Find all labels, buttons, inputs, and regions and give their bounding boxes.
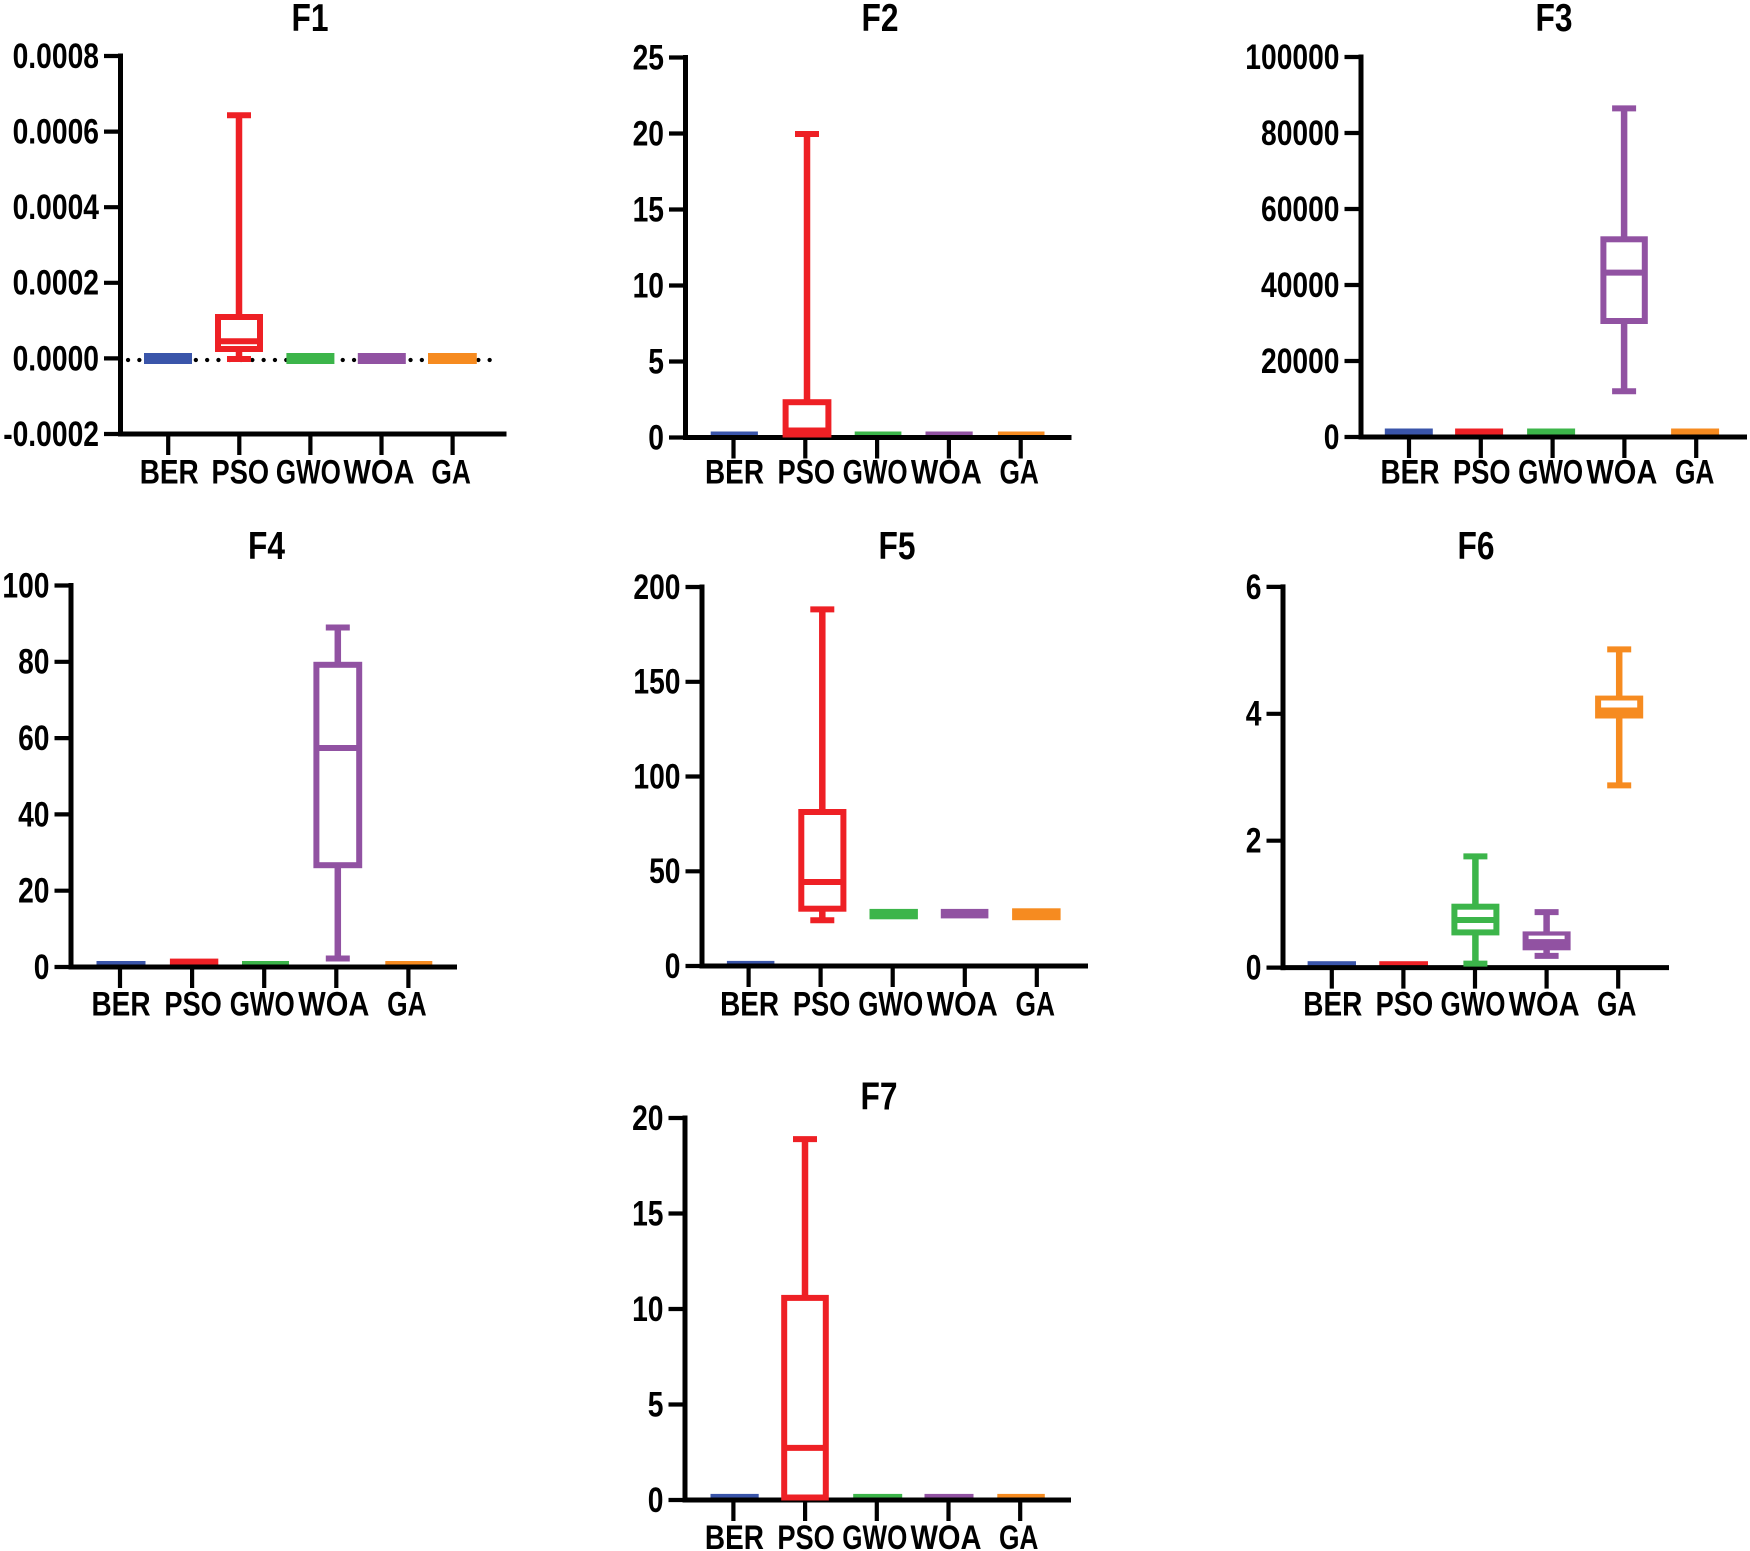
- svg-text:0.0000: 0.0000: [13, 339, 99, 378]
- svg-text:WOA: WOA: [1586, 454, 1657, 492]
- svg-text:GA: GA: [1675, 454, 1715, 492]
- svg-text:F3: F3: [1536, 0, 1573, 40]
- svg-text:60000: 60000: [1261, 190, 1340, 229]
- svg-text:BER: BER: [1303, 986, 1362, 1024]
- svg-text:25: 25: [633, 38, 664, 77]
- svg-text:BER: BER: [92, 986, 151, 1024]
- svg-text:PSO: PSO: [1453, 454, 1511, 492]
- svg-text:PSO: PSO: [212, 454, 270, 492]
- svg-text:PSO: PSO: [778, 454, 836, 492]
- svg-text:GA: GA: [1597, 986, 1637, 1024]
- svg-text:GWO: GWO: [842, 1519, 907, 1551]
- svg-text:0: 0: [1246, 949, 1262, 988]
- svg-text:GA: GA: [387, 986, 427, 1024]
- svg-text:PSO: PSO: [777, 1519, 835, 1551]
- svg-text:GWO: GWO: [276, 454, 341, 492]
- svg-text:150: 150: [633, 663, 680, 702]
- svg-text:20: 20: [18, 872, 49, 911]
- svg-text:WOA: WOA: [298, 986, 369, 1024]
- svg-text:WOA: WOA: [911, 454, 982, 492]
- svg-text:6: 6: [1246, 568, 1262, 607]
- svg-text:15: 15: [633, 190, 664, 229]
- svg-text:BER: BER: [720, 986, 779, 1024]
- svg-text:4: 4: [1246, 695, 1262, 734]
- svg-text:GA: GA: [1016, 986, 1056, 1024]
- svg-text:200: 200: [633, 568, 680, 607]
- svg-text:GA: GA: [431, 454, 471, 492]
- svg-text:10: 10: [632, 1290, 663, 1329]
- svg-text:10: 10: [633, 266, 664, 305]
- svg-text:2: 2: [1246, 822, 1262, 861]
- svg-text:PSO: PSO: [164, 986, 222, 1024]
- svg-text:F7: F7: [861, 1075, 898, 1118]
- svg-text:PSO: PSO: [1376, 986, 1434, 1024]
- svg-text:GA: GA: [999, 454, 1039, 492]
- svg-text:80000: 80000: [1261, 114, 1340, 153]
- svg-text:5: 5: [648, 1385, 664, 1424]
- svg-text:GWO: GWO: [843, 454, 908, 492]
- svg-text:40: 40: [18, 795, 49, 834]
- svg-text:BER: BER: [705, 454, 764, 492]
- svg-text:GWO: GWO: [858, 986, 923, 1024]
- svg-text:0.0002: 0.0002: [13, 264, 99, 303]
- svg-text:20000: 20000: [1261, 342, 1340, 381]
- svg-text:WOA: WOA: [344, 454, 415, 492]
- svg-text:WOA: WOA: [1509, 986, 1580, 1024]
- svg-text:-0.0002: -0.0002: [3, 415, 99, 454]
- svg-text:BER: BER: [705, 1519, 764, 1551]
- svg-text:0: 0: [34, 948, 50, 987]
- svg-text:0: 0: [648, 1481, 664, 1520]
- svg-text:PSO: PSO: [793, 986, 851, 1024]
- svg-text:WOA: WOA: [927, 986, 998, 1024]
- svg-text:F4: F4: [248, 525, 285, 568]
- svg-text:20: 20: [632, 1099, 663, 1138]
- svg-text:80: 80: [18, 643, 49, 682]
- svg-text:0: 0: [665, 947, 681, 986]
- svg-text:5: 5: [648, 342, 664, 381]
- svg-text:BER: BER: [1381, 454, 1440, 492]
- svg-text:GWO: GWO: [230, 986, 295, 1024]
- svg-text:100: 100: [2, 566, 49, 605]
- svg-text:20: 20: [633, 114, 664, 153]
- svg-text:100000: 100000: [1245, 38, 1339, 77]
- svg-text:BER: BER: [140, 454, 199, 492]
- svg-text:0: 0: [648, 418, 664, 457]
- svg-text:F2: F2: [862, 0, 899, 40]
- svg-text:GWO: GWO: [1518, 454, 1583, 492]
- svg-text:F6: F6: [1458, 525, 1495, 568]
- svg-text:F1: F1: [292, 0, 329, 40]
- svg-text:GWO: GWO: [1441, 986, 1506, 1024]
- svg-text:0.0006: 0.0006: [13, 113, 99, 152]
- svg-text:15: 15: [632, 1194, 663, 1233]
- svg-text:0.0008: 0.0008: [13, 37, 99, 76]
- svg-text:40000: 40000: [1261, 266, 1340, 305]
- svg-text:100: 100: [633, 757, 680, 796]
- svg-text:WOA: WOA: [911, 1519, 982, 1551]
- svg-text:60: 60: [18, 719, 49, 758]
- svg-text:GA: GA: [999, 1519, 1039, 1551]
- svg-text:0: 0: [1324, 418, 1340, 457]
- svg-text:0.0004: 0.0004: [13, 188, 100, 227]
- svg-text:50: 50: [649, 852, 680, 891]
- svg-text:F5: F5: [879, 525, 916, 568]
